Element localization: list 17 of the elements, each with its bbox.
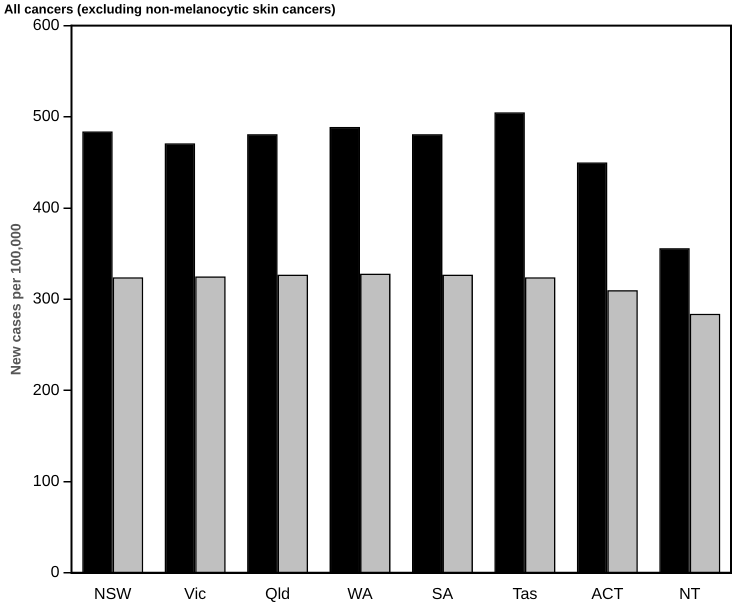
x-tick-label: Tas — [512, 586, 538, 603]
x-tick-label: Qld — [265, 586, 290, 603]
x-tick-label: WA — [347, 586, 373, 603]
y-tick-label: 500 — [32, 108, 60, 126]
y-axis-title: New cases per 100,000 — [7, 223, 24, 376]
y-tick-label: 200 — [32, 382, 60, 399]
x-tick-label: ACT — [591, 586, 624, 603]
x-tick-label: NT — [679, 586, 701, 603]
x-tick-label: Vic — [184, 586, 206, 603]
y-tick-label: 300 — [32, 290, 60, 308]
y-tick-label: 100 — [32, 473, 60, 490]
x-tick-label: SA — [432, 586, 454, 603]
y-tick-label: 400 — [32, 199, 60, 216]
y-tick-label: 600 — [32, 17, 60, 34]
chart-title: All cancers (excluding non-melanocytic skin cancers) — [4, 1, 336, 16]
x-tick-label: NSW — [94, 586, 132, 603]
y-tick-label: 0 — [50, 564, 60, 582]
